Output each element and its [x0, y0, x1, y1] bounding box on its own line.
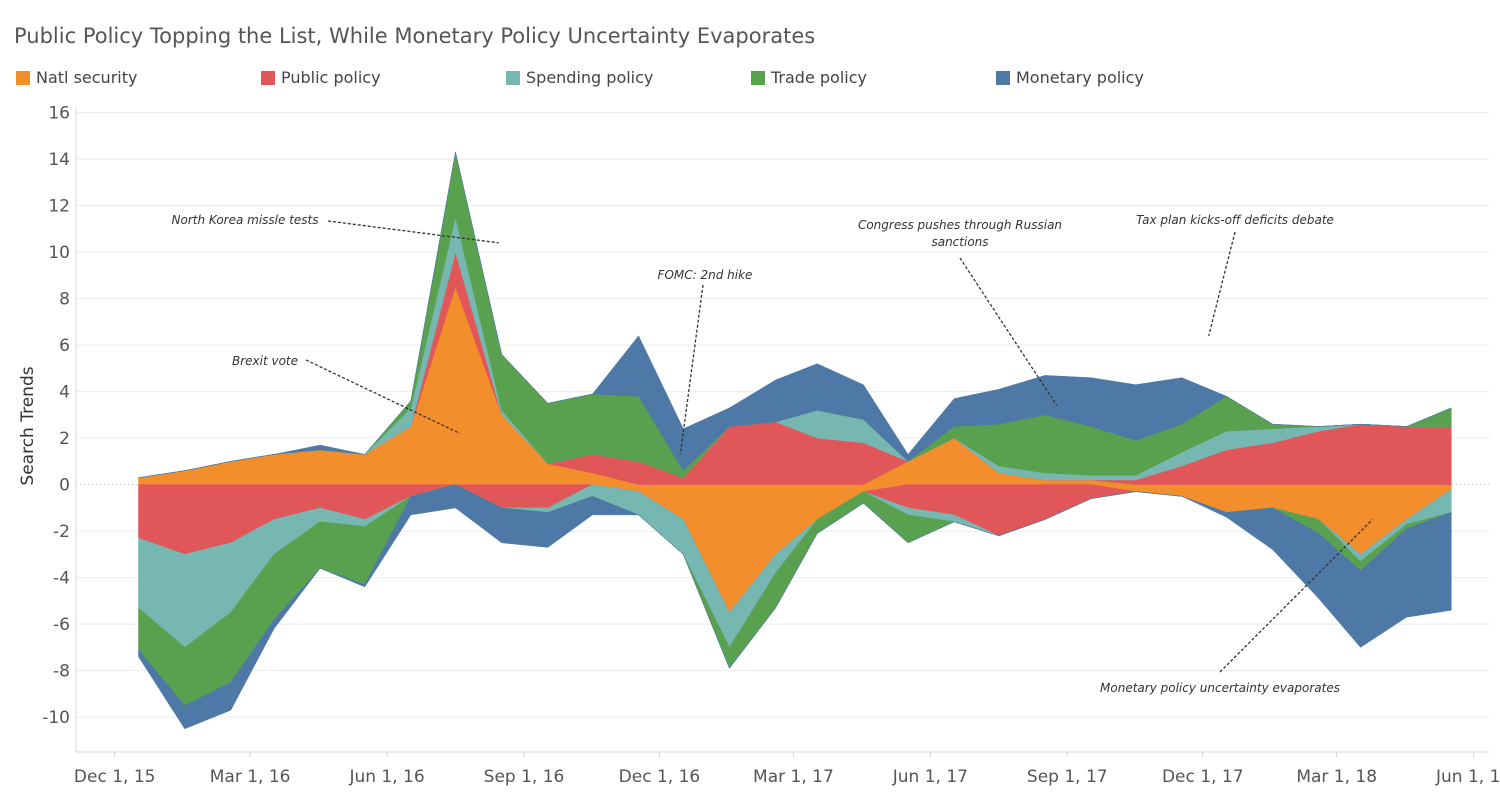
legend-item-public-policy[interactable]: Public policy [261, 68, 381, 87]
legend-swatch [996, 70, 1010, 85]
legend-label: Spending policy [526, 68, 654, 87]
y-tick-label: 10 [48, 243, 70, 263]
legend-item-natl-security[interactable]: Natl security [16, 68, 137, 87]
annotation-leader [1219, 519, 1373, 673]
y-tick-label: 2 [59, 429, 70, 449]
legend-item-spending-policy[interactable]: Spending policy [506, 68, 653, 87]
y-tick-label: 12 [48, 197, 70, 217]
y-tick-label: 6 [59, 336, 70, 356]
x-tick-label: Dec 1, 16 [619, 767, 701, 787]
legend-item-trade-policy[interactable]: Trade policy [751, 68, 867, 87]
legend-label: Natl security [36, 68, 138, 87]
annotation-leader [305, 359, 461, 435]
annotation-leader [1208, 231, 1236, 337]
y-tick-label: -8 [53, 662, 70, 682]
y-tick-label: -2 [53, 522, 70, 542]
x-tick-label: Mar 1, 17 [753, 767, 834, 787]
area-monetary-policy-positive[interactable] [138, 152, 1452, 478]
x-tick-label: Jun 1, 18 [1435, 767, 1500, 787]
x-tick-label: Jun 1, 16 [348, 767, 424, 787]
y-tick-label: -10 [42, 708, 70, 728]
y-tick-label: 0 [59, 476, 70, 496]
legend: Natl security Public policy Spending pol… [16, 68, 1316, 90]
x-tick-label: Mar 1, 18 [1296, 767, 1377, 787]
legend-item-monetary-policy[interactable]: Monetary policy [996, 68, 1144, 87]
y-axis-title: Search Trends [18, 366, 38, 485]
annotation-leader [679, 284, 704, 455]
y-tick-label: 4 [59, 383, 70, 403]
x-tick-label: Jun 1, 17 [892, 767, 968, 787]
x-tick-label: Dec 1, 17 [1162, 767, 1244, 787]
annotation-leader [327, 220, 499, 244]
annotation-label: North Korea missle tests [172, 213, 319, 227]
legend-label: Monetary policy [1016, 68, 1144, 87]
legend-label: Trade policy [771, 68, 867, 87]
legend-swatch [261, 70, 275, 85]
y-tick-label: -6 [53, 615, 70, 635]
y-tick-label: 16 [48, 104, 70, 124]
series-areas [138, 152, 1452, 730]
annotation-label: FOMC: 2nd hike [658, 268, 753, 282]
x-tick-label: Mar 1, 16 [210, 767, 291, 787]
annotation-label: Monetary policy uncertainty evaporates [1100, 681, 1340, 695]
x-tick-label: Sep 1, 16 [484, 767, 565, 787]
x-tick-label: Sep 1, 17 [1027, 767, 1108, 787]
annotations: North Korea missle tests Brexit vote FOMC:… [172, 213, 1373, 695]
annotation-leader [959, 257, 1058, 406]
annotation-label: Congress pushes through Russian sanctions [858, 218, 1062, 249]
legend-swatch [16, 70, 30, 85]
y-tick-label: 14 [48, 150, 70, 170]
annotation-label: Brexit vote [232, 354, 298, 368]
chart-title: Public Policy Topping the List, While Mo… [14, 24, 816, 48]
y-tick-label: -4 [53, 569, 70, 589]
area-monetary-policy-negative[interactable] [138, 484, 1452, 730]
legend-swatch [751, 70, 765, 85]
annotation-label: Tax plan kicks-off deficits debate [1136, 213, 1334, 227]
axes: 16 14 12 10 8 6 4 2 0 -2 -4 -6 -8 -10 Dec 1, 15 Mar 1, … [18, 104, 1500, 787]
legend-label: Public policy [281, 68, 381, 87]
y-tick-label: 8 [59, 290, 70, 310]
legend-swatch [506, 70, 520, 85]
x-tick-label: Dec 1, 15 [74, 767, 156, 787]
